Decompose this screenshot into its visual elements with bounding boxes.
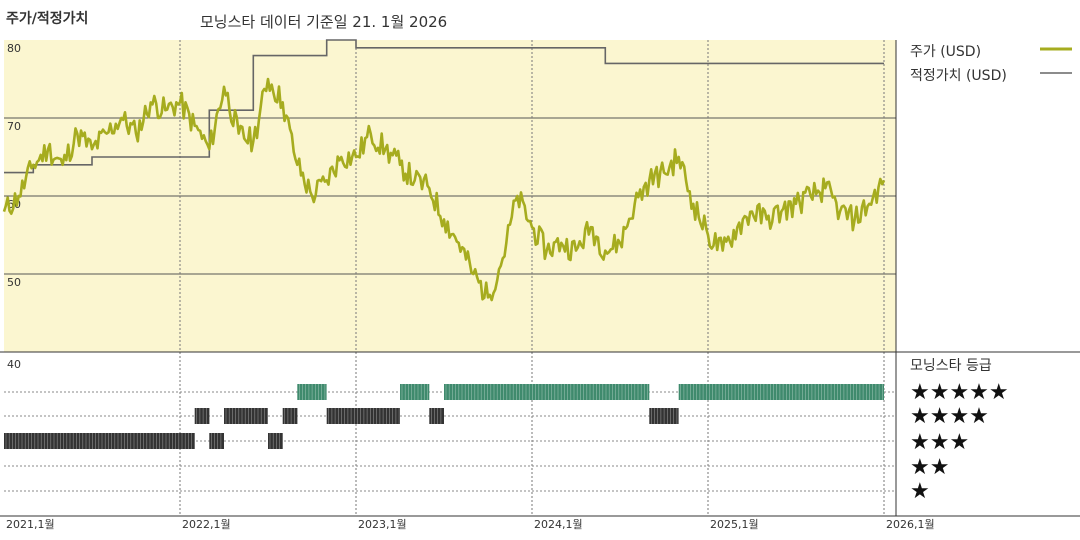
rating-segment-5-star [400,384,430,400]
x-tick-label: 2024,1월 [534,518,583,531]
rating-panel: 40 [4,358,896,492]
chart-subtitle: 모닝스타 데이터 기준일 21. 1월 2026 [200,13,447,31]
star-row-3: ★★★ [910,430,969,455]
rating-segment-4-star [282,408,298,424]
star-row-5: ★★★★★ [910,380,1009,405]
rating-segment-4-star [326,408,400,424]
rating-segment-5-star [297,384,327,400]
x-tick-label: 2021,1월 [6,518,55,531]
x-tick-label: 2022,1월 [182,518,231,531]
rating-segment-4-star [194,408,210,424]
y-tick-label: 50 [7,276,21,289]
x-tick-label: 2026,1월 [886,518,935,531]
rating-segment-4-star [429,408,444,424]
price-line [2,77,886,302]
rating-segment-3-star [268,433,283,449]
star-row-2: ★★ [910,455,949,480]
chart-title: 주가/적정가치 [6,10,88,27]
y-tick-label: 80 [7,42,21,55]
y-tick-label: 70 [7,120,21,133]
rating-segment-3-star [4,433,195,449]
x-tick-label: 2025,1월 [710,518,759,531]
star-row-1: ★ [910,479,930,504]
star-row-4: ★★★★ [910,404,989,429]
rating-segment-4-star [224,408,268,424]
rating-segment-3-star [209,433,224,449]
rating-y-tick-label: 40 [7,358,21,371]
x-tick-label: 2023,1월 [358,518,407,531]
rating-segment-4-star [649,408,679,424]
legend-fair-value-label: 적정가치 (USD) [910,68,1007,84]
legend: 주가 (USD) 적정가치 (USD) 모닝스타 등급 ★★★★★★★★★★★★… [910,44,1072,504]
rating-segment-5-star [444,384,650,400]
rating-legend-title: 모닝스타 등급 [910,358,992,374]
legend-price-label: 주가 (USD) [910,44,981,60]
rating-segment-5-star [678,384,884,400]
